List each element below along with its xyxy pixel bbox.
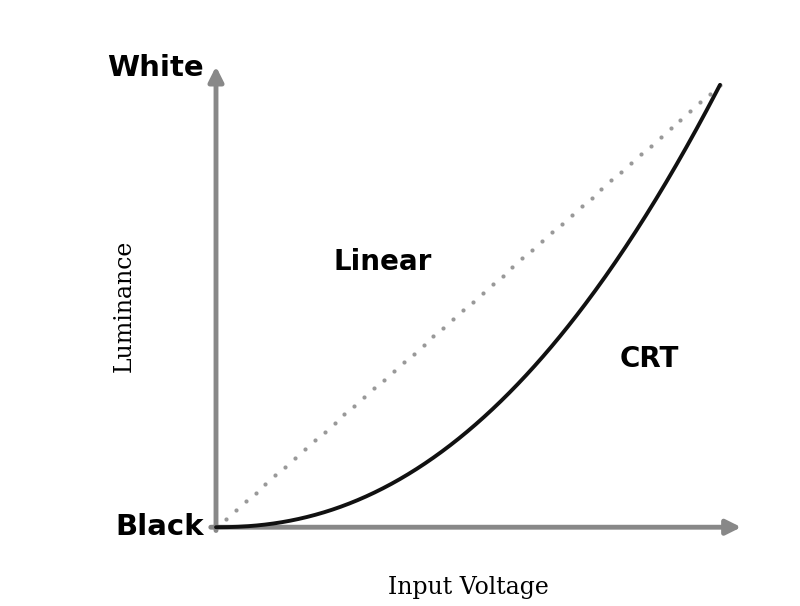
Text: Black: Black [115, 513, 204, 541]
Text: White: White [107, 54, 204, 82]
Point [575, 201, 588, 211]
Point [664, 124, 677, 133]
Point [249, 488, 262, 498]
Point [645, 141, 658, 150]
Point [555, 219, 568, 228]
Point [417, 340, 430, 350]
Point [427, 331, 440, 341]
Point [269, 470, 282, 480]
Point [239, 496, 252, 506]
Point [614, 167, 627, 176]
Point [634, 150, 647, 159]
Point [595, 184, 608, 194]
Point [496, 271, 509, 281]
Point [546, 227, 558, 237]
Point [506, 262, 519, 272]
Point [398, 358, 410, 367]
Point [477, 288, 490, 298]
Point [566, 210, 578, 220]
Point [318, 427, 331, 437]
Point [259, 479, 272, 488]
Point [466, 297, 479, 307]
Point [516, 253, 529, 263]
Point [278, 462, 291, 471]
Text: Input Voltage: Input Voltage [387, 576, 549, 599]
Text: Luminance: Luminance [113, 240, 135, 372]
Point [289, 453, 302, 462]
Point [486, 279, 499, 289]
Point [219, 514, 232, 524]
Point [338, 410, 351, 419]
Point [526, 245, 538, 255]
Text: Linear: Linear [333, 248, 431, 276]
Point [387, 366, 400, 376]
Point [437, 323, 450, 333]
Point [309, 436, 322, 445]
Text: CRT: CRT [619, 345, 678, 373]
Point [585, 193, 598, 202]
Point [605, 175, 618, 185]
Point [536, 236, 549, 246]
Point [684, 106, 697, 116]
Point [704, 88, 717, 98]
Point [328, 418, 341, 428]
Point [210, 522, 222, 532]
Point [407, 349, 420, 359]
Point [298, 444, 311, 454]
Point [457, 305, 470, 315]
Point [358, 392, 370, 402]
Point [714, 80, 726, 90]
Point [694, 98, 706, 107]
Point [230, 505, 242, 514]
Point [446, 314, 459, 324]
Point [674, 115, 687, 124]
Point [378, 375, 390, 385]
Point [625, 158, 638, 168]
Point [368, 384, 381, 393]
Point [348, 401, 361, 411]
Point [654, 132, 667, 142]
